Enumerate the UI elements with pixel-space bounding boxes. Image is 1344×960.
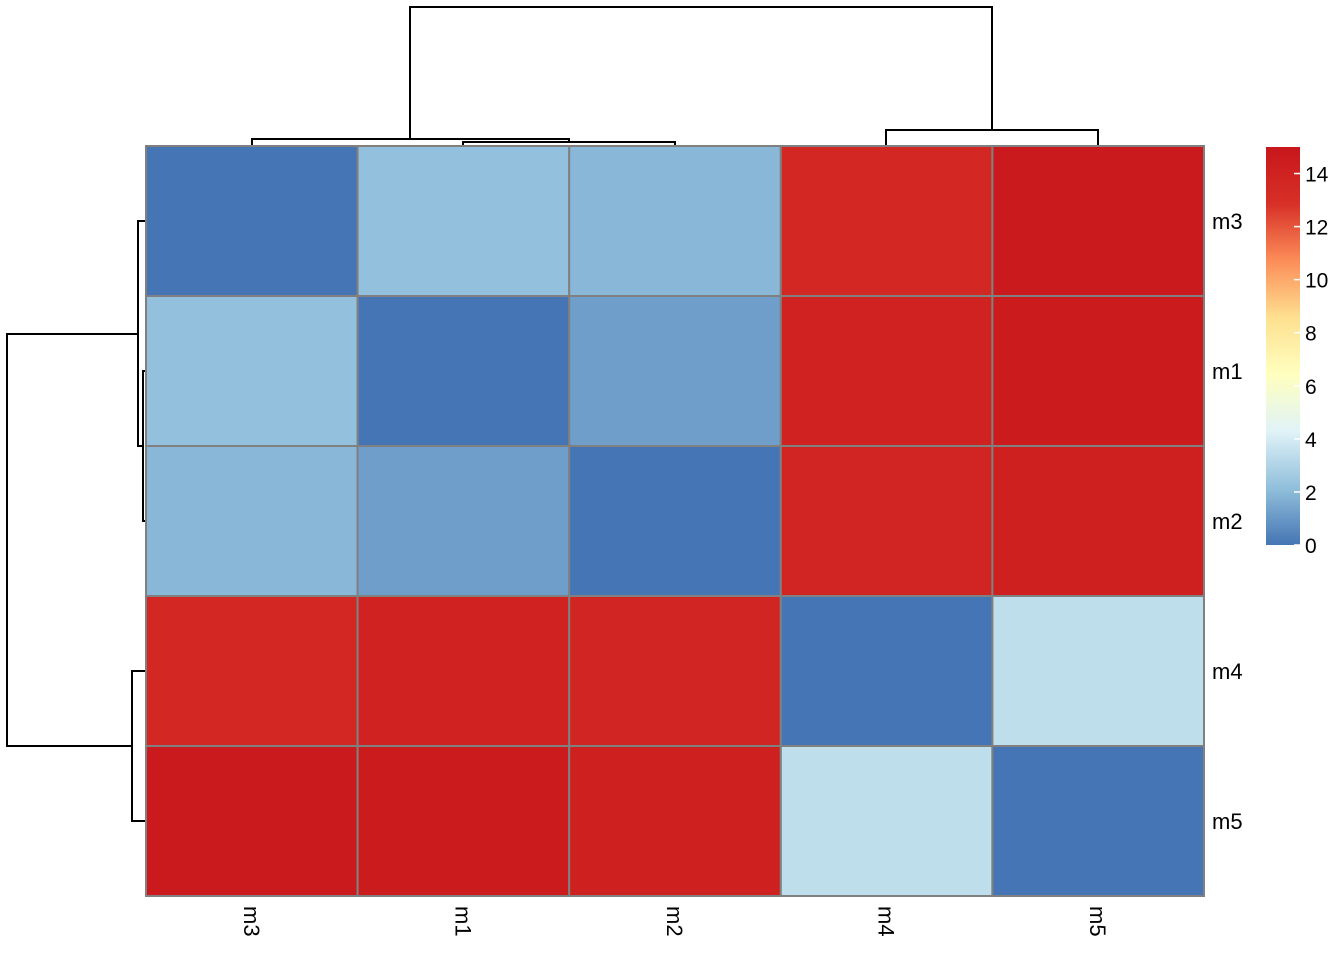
row-dendrogram: [6, 220, 146, 822]
heatmap-cell-m3-m1: [356, 145, 571, 297]
heatmap-cell-m1-m3: [145, 295, 359, 447]
heatmap-cell-m1-m4: [779, 295, 994, 447]
heatmap-cell-m5-m4: [779, 745, 994, 897]
heatmap-cell-m5-m3: [145, 745, 359, 897]
column-dendrogram: [251, 6, 1099, 145]
col-dendro-root: [409, 6, 993, 139]
heatmap-cell-m2-m5: [991, 445, 1206, 597]
heatmap-cell-m5-m1: [356, 745, 571, 897]
colorbar-gradient: [1266, 147, 1300, 545]
heatmap-cells: [145, 145, 1206, 897]
heatmap-cell-m3-m5: [991, 145, 1206, 297]
column-labels: m3 m1 m2 m4 m5: [239, 906, 1110, 937]
heatmap-cell-m1-m1: [356, 295, 571, 447]
heatmap-cell-m3-m4: [779, 145, 994, 297]
row-label-m4: m4: [1212, 659, 1243, 684]
heatmap-cell-m5-m2: [568, 745, 782, 897]
heatmap-cell-m4-m3: [145, 595, 359, 747]
heatmap-cell-m3-m3: [145, 145, 359, 297]
heatmap-cell-m4-m1: [356, 595, 571, 747]
heatmap-cell-m4-m4: [779, 595, 994, 747]
row-label-m1: m1: [1212, 359, 1243, 384]
heatmap-cell-m5-m5: [991, 745, 1206, 897]
column-label-m4: m4: [874, 906, 899, 937]
row-label-m5: m5: [1212, 809, 1243, 834]
column-label-m1: m1: [450, 906, 475, 937]
heatmap-cell-m2-m3: [145, 445, 359, 597]
column-label-m2: m2: [662, 906, 687, 937]
column-label-m5: m5: [1085, 906, 1110, 937]
row-dendro-root: [6, 333, 138, 747]
col-dendro-m4-m5: [885, 129, 1099, 145]
colorbar-tick-label-6: 6: [1305, 376, 1317, 399]
heatmap-cell-m4-m2: [568, 595, 782, 747]
row-label-m2: m2: [1212, 509, 1243, 534]
heatmap-cell-m3-m2: [568, 145, 782, 297]
colorbar-ticks: 0 2 4 6 8 10 12 14: [1294, 164, 1329, 558]
heatmap-cell-m2-m4: [779, 445, 994, 597]
row-dendro-m4-m5: [131, 670, 146, 822]
colorbar-tick-label-0: 0: [1305, 535, 1317, 558]
colorbar-tick-label-10: 10: [1305, 270, 1328, 293]
row-labels: m3 m1 m2 m4 m5: [1212, 209, 1243, 834]
color-legend: 0 2 4 6 8 10 12 14: [1266, 147, 1329, 558]
heatmap-cell-m2-m2: [568, 445, 782, 597]
column-label-m3: m3: [239, 906, 264, 937]
colorbar-tick-label-2: 2: [1305, 482, 1317, 505]
heatmap-cell-m2-m1: [356, 445, 571, 597]
heatmap-cell-m1-m5: [991, 295, 1206, 447]
colorbar-tick-label-8: 8: [1305, 323, 1317, 346]
heatmap-cell-m4-m5: [991, 595, 1206, 747]
colorbar-tick-label-12: 12: [1305, 217, 1328, 240]
row-label-m3: m3: [1212, 209, 1243, 234]
colorbar-tick-label-14: 14: [1305, 164, 1329, 187]
heatmap-cell-m1-m2: [568, 295, 782, 447]
col-dendro-m1-m2: [462, 141, 676, 145]
colorbar-tick-label-4: 4: [1305, 429, 1317, 452]
